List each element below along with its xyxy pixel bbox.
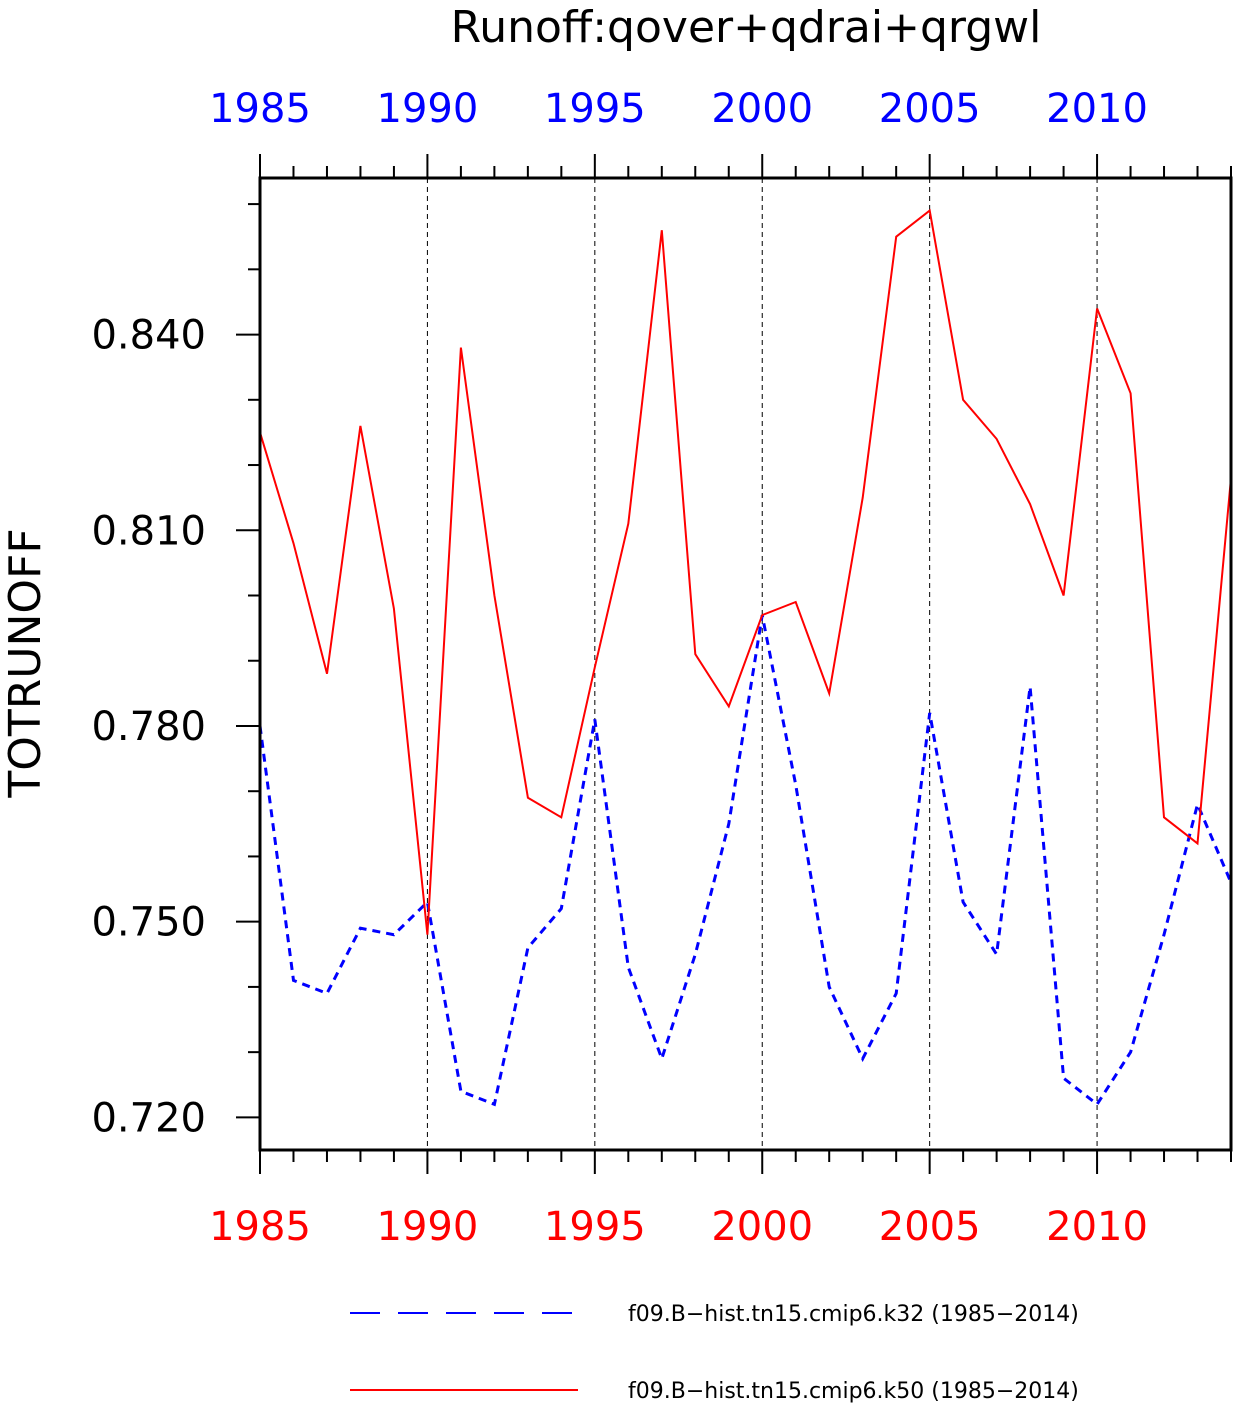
y-tick-label: 0.720 — [91, 1095, 206, 1141]
series-line-1 — [258, 614, 1233, 1107]
x-tick-label-bottom: 2000 — [711, 1204, 813, 1250]
bottom-axis-labels: 1985 1990 1995 2000 2005 2010 — [209, 1204, 1148, 1250]
x-tick-label-bottom: 1990 — [377, 1204, 479, 1250]
x-tick-label-bottom: 2010 — [1046, 1204, 1148, 1250]
axis-ticks — [236, 154, 1232, 1174]
x-tick-label-bottom: 1995 — [544, 1204, 646, 1250]
y-axis-labels: 0.720 0.750 0.780 0.810 0.840 — [91, 313, 206, 1142]
y-tick-label: 0.780 — [91, 704, 206, 750]
plot-frame — [258, 176, 1233, 1152]
x-tick-label-top: 2000 — [711, 86, 813, 132]
x-tick-label-top: 1985 — [209, 86, 311, 132]
grid-lines — [426, 178, 1098, 1150]
legend: f09.B−hist.tn15.cmip6.k32 (1985−2014) f09… — [350, 1302, 1079, 1404]
y-tick-label: 0.810 — [91, 508, 206, 554]
x-tick-label-bottom: 1985 — [209, 1204, 311, 1250]
top-axis-labels: 1985 1990 1995 2000 2005 2010 — [209, 86, 1148, 132]
x-tick-label-top: 2005 — [879, 86, 981, 132]
y-tick-label: 0.840 — [91, 313, 206, 359]
x-tick-label-bottom: 2005 — [879, 1204, 981, 1250]
series-layer — [258, 208, 1233, 1107]
y-axis-label: TOTRUNOFF — [0, 528, 51, 798]
legend-label-2: f09.B−hist.tn15.cmip6.k50 (1985−2014) — [628, 1379, 1079, 1404]
x-tick-label-top: 1995 — [544, 86, 646, 132]
legend-label-1: f09.B−hist.tn15.cmip6.k32 (1985−2014) — [628, 1302, 1079, 1327]
y-tick-label: 0.750 — [91, 900, 206, 946]
series-line-2 — [259, 208, 1232, 935]
x-tick-label-top: 1990 — [377, 86, 479, 132]
x-tick-label-top: 2010 — [1046, 86, 1148, 132]
chart-title: Runoff:qover+qdrai+qrgwl — [451, 2, 1042, 53]
